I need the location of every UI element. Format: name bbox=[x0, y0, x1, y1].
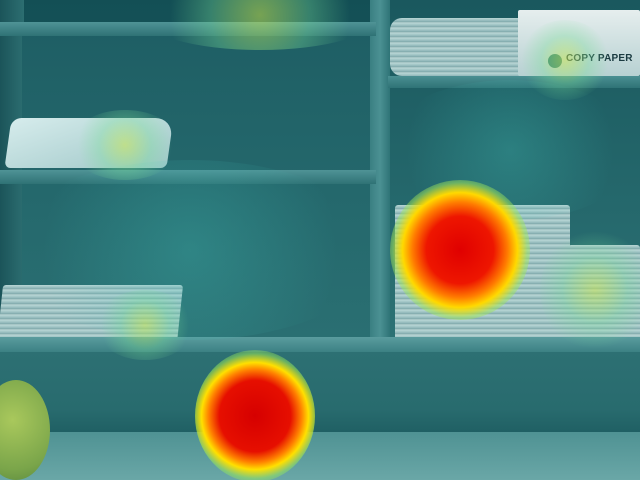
newspaper-roll bbox=[390, 18, 540, 76]
bottom-shelf bbox=[0, 337, 640, 353]
heatmap-hotspot-paper bbox=[390, 180, 530, 320]
heatmap-hotspot-floor bbox=[195, 350, 315, 480]
heatmap-warm-spot bbox=[70, 110, 180, 180]
heatmap-warm-spot bbox=[540, 230, 640, 350]
floor bbox=[0, 432, 640, 480]
shelf-divider bbox=[370, 0, 390, 345]
heatmap-warm-spot bbox=[520, 20, 610, 100]
heatmap-warm-spot bbox=[95, 290, 195, 360]
shelf-base bbox=[0, 352, 640, 434]
